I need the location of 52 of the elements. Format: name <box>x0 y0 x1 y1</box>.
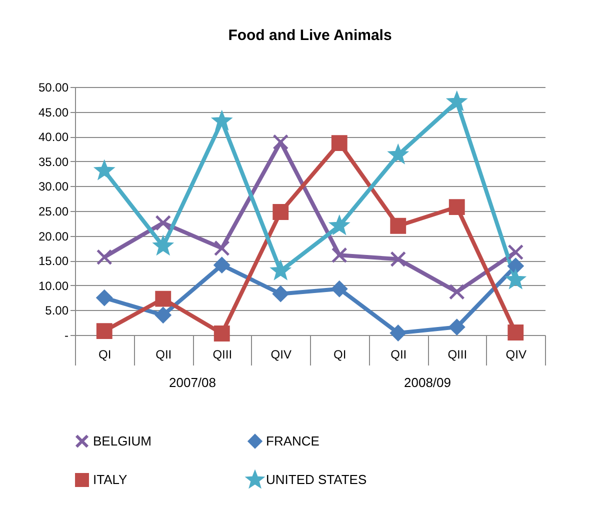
point <box>272 134 289 150</box>
y-tick-label: 5.00 <box>45 304 69 318</box>
point <box>448 319 465 336</box>
point <box>214 326 230 342</box>
y-tick-label: 10.00 <box>38 278 69 293</box>
legend-label: FRANCE <box>266 433 320 448</box>
point <box>154 236 172 254</box>
legend-label: UNITED STATES <box>266 472 367 487</box>
text: 2008/09 <box>404 375 451 390</box>
point <box>331 135 348 152</box>
y-tick-label: 40.00 <box>38 130 69 144</box>
point <box>96 290 112 306</box>
legend-label: BELGIUM <box>93 433 152 448</box>
text: 2007/08 <box>169 375 216 390</box>
y-tick-label: 20.00 <box>38 229 69 244</box>
point <box>508 324 524 340</box>
point <box>508 258 524 274</box>
y-tick-label: 35.00 <box>38 154 69 169</box>
y-tick-label: 30.00 <box>38 180 69 194</box>
x-tick-label: QIII <box>448 348 468 362</box>
point <box>448 199 465 215</box>
point <box>155 290 172 307</box>
point <box>96 249 112 266</box>
y-tick-label: 45.00 <box>38 105 69 120</box>
point <box>272 204 289 220</box>
point <box>508 244 524 260</box>
legend-label: ITALY <box>93 472 128 487</box>
point <box>272 286 289 302</box>
y-tick-label: 15.00 <box>38 254 69 268</box>
point <box>155 214 172 231</box>
x-tick-label: QIV <box>270 348 292 362</box>
point <box>155 307 172 324</box>
chart-title: Food and Live Animals <box>228 27 392 44</box>
point <box>214 240 230 256</box>
y-tick-label: 50.00 <box>38 80 69 94</box>
point <box>331 247 348 264</box>
x-tick-label: QIII <box>212 348 232 362</box>
x-tick-label: QII <box>156 348 172 362</box>
point <box>96 323 112 339</box>
point <box>390 218 406 234</box>
point <box>212 112 231 129</box>
x-tick-label: QIV <box>506 348 526 362</box>
y-tick-label: 25.00 <box>38 204 69 218</box>
point <box>448 284 465 300</box>
x-tick-label: QI <box>98 348 112 362</box>
point <box>214 257 230 274</box>
x-tick-label: QII <box>390 348 407 362</box>
x-tick-label: QI <box>334 348 346 362</box>
point <box>390 251 406 268</box>
point <box>331 280 348 297</box>
y-tick-label: - <box>64 328 68 342</box>
point <box>390 325 406 341</box>
